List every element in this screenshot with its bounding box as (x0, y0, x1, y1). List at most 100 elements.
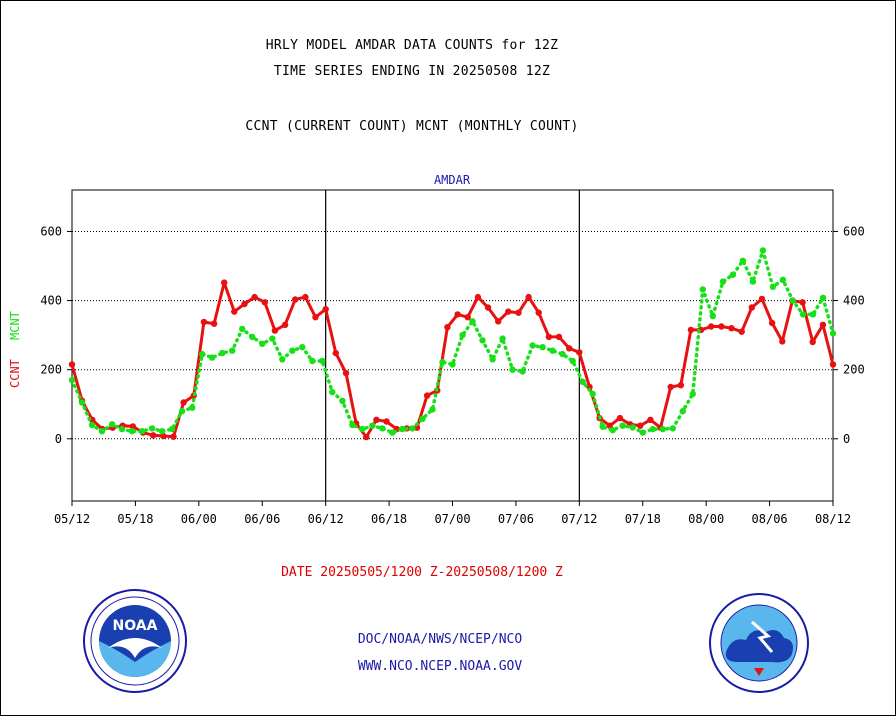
data-point-mcnt (829, 330, 837, 337)
data-point-mcnt (339, 397, 346, 404)
credit-org: DOC/NOAA/NWS/NCEP/NCO (357, 632, 523, 647)
ytick-label-left: 600 (40, 224, 62, 238)
grid-lines (72, 230, 833, 440)
data-point-mcnt (499, 335, 506, 342)
data-point-ccnt (68, 361, 76, 368)
xtick-label: 05/18 (117, 512, 153, 526)
data-point-ccnt (423, 392, 431, 399)
data-point-ccnt (728, 325, 735, 332)
xtick-label: 06/06 (244, 512, 280, 526)
data-point-ccnt (292, 296, 299, 303)
plot-title: AMDAR (434, 173, 471, 187)
data-point-mcnt (809, 311, 817, 318)
data-point-mcnt (789, 297, 797, 304)
data-point-mcnt (619, 422, 626, 429)
series-line-ccnt (70, 281, 835, 439)
data-point-mcnt (309, 357, 316, 365)
data-point-mcnt (158, 428, 166, 435)
data-point-mcnt (719, 278, 727, 285)
xtick-label: 05/12 (54, 512, 90, 526)
data-point-ccnt (241, 300, 248, 308)
data-point-mcnt (479, 337, 486, 344)
data-point-ccnt (525, 293, 532, 301)
plot-area (71, 189, 834, 502)
credit-url: WWW.NCO.NCEP.NOAA.GOV (357, 659, 523, 674)
xtick-label: 07/18 (625, 512, 661, 526)
series-mcnt (68, 247, 837, 436)
ytick-label-right: 0 (843, 432, 850, 446)
data-point-ccnt (647, 416, 654, 423)
data-point-mcnt (779, 276, 787, 283)
series-ccnt (68, 279, 837, 441)
ylabel-ccnt: CCNT (8, 359, 22, 388)
data-point-mcnt (579, 378, 586, 385)
data-point-ccnt (758, 295, 766, 303)
data-point-mcnt (559, 350, 566, 358)
data-point-ccnt (129, 423, 137, 430)
data-point-mcnt (759, 247, 767, 254)
data-point-mcnt (199, 350, 206, 358)
xtick-label: 08/00 (688, 512, 724, 526)
data-point-ccnt (474, 293, 482, 301)
chart-subtitle: CCNT (CURRENT COUNT) MCNT (MONTHLY COUNT… (245, 119, 579, 134)
data-point-ccnt (677, 382, 684, 389)
xtick-label: 06/12 (308, 512, 344, 526)
data-point-ccnt (637, 422, 644, 429)
data-point-ccnt (322, 306, 329, 313)
data-point-ccnt (332, 349, 339, 357)
data-point-ccnt (616, 414, 624, 422)
data-point-mcnt (409, 425, 416, 432)
data-point-mcnt (279, 356, 286, 363)
data-point-ccnt (383, 418, 390, 425)
data-point-ccnt (302, 293, 309, 301)
ytick-label-right: 400 (843, 294, 865, 308)
data-point-mcnt (509, 366, 516, 373)
data-point-mcnt (539, 344, 546, 351)
data-point-ccnt (444, 324, 451, 331)
data-point-ccnt (566, 345, 573, 352)
series-group (68, 247, 837, 441)
data-point-ccnt (545, 333, 553, 341)
data-point-ccnt (170, 433, 177, 440)
data-point-mcnt (178, 408, 186, 415)
data-point-mcnt (549, 347, 556, 354)
data-point-ccnt (819, 321, 827, 328)
data-point-mcnt (699, 286, 706, 293)
data-point-mcnt (669, 425, 676, 432)
data-point-mcnt (98, 428, 106, 435)
data-point-ccnt (363, 433, 370, 441)
data-point-mcnt (689, 390, 696, 398)
data-point-ccnt (535, 309, 542, 316)
data-point-mcnt (639, 429, 646, 436)
data-point-mcnt (819, 294, 827, 301)
ytick-label-right: 600 (843, 224, 865, 238)
data-point-mcnt (469, 318, 476, 325)
data-point-mcnt (529, 342, 536, 349)
data-point-ccnt (271, 327, 279, 334)
data-point-mcnt (519, 368, 526, 375)
data-point-ccnt (312, 314, 319, 321)
data-point-ccnt (342, 369, 350, 377)
chart-title-line2: TIME SERIES ENDING IN 20250508 12Z (273, 64, 551, 79)
date-range: DATE 20250505/1200 Z-20250508/1200 Z (281, 565, 563, 580)
data-point-mcnt (799, 311, 807, 318)
data-point-mcnt (709, 312, 716, 320)
xtick-label: 06/18 (371, 512, 407, 526)
data-point-mcnt (349, 421, 356, 429)
data-point-ccnt (261, 299, 268, 306)
data-point-ccnt (231, 308, 238, 315)
data-point-ccnt (373, 416, 380, 423)
data-point-ccnt (505, 308, 512, 315)
data-point-mcnt (749, 278, 757, 285)
data-point-ccnt (210, 320, 218, 327)
data-point-ccnt (221, 279, 228, 286)
data-point-ccnt (809, 338, 816, 346)
xtick-label: 06/00 (181, 512, 217, 526)
data-point-ccnt (779, 338, 786, 345)
ytick-label-right: 200 (843, 363, 865, 377)
series-line-mcnt (70, 248, 835, 435)
data-point-mcnt (769, 283, 777, 290)
panel-separators (325, 190, 580, 501)
data-point-mcnt (249, 333, 256, 341)
data-point-mcnt (359, 425, 366, 433)
